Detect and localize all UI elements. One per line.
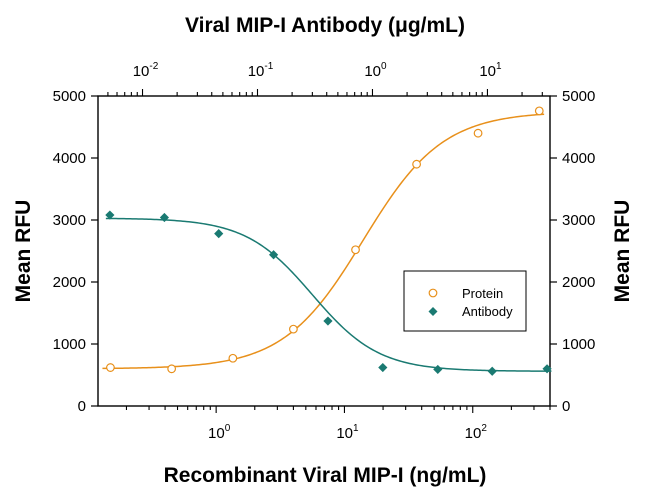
antibody-point xyxy=(323,316,333,326)
y-tick-label-right: 3000 xyxy=(562,212,595,229)
antibody-point xyxy=(378,362,388,373)
x-tick-label-top: 10-1 xyxy=(248,61,274,80)
y-tick-label-left: 2000 xyxy=(53,274,86,291)
antibody-point xyxy=(159,212,170,223)
protein-point xyxy=(351,245,360,255)
y-tick-label-left: 3000 xyxy=(53,212,86,229)
y-axis-title-left: Mean RFU xyxy=(12,200,35,303)
x-tick-label-top: 100 xyxy=(364,61,387,80)
protein-fit-curve xyxy=(102,113,545,370)
antibody-point xyxy=(105,210,115,220)
plot-frame xyxy=(97,95,551,407)
protein-point xyxy=(106,363,115,372)
fit-curves xyxy=(102,113,552,372)
antibody-point xyxy=(268,250,279,260)
legend: Protein Antibody xyxy=(403,270,527,332)
antibody-fit-curve xyxy=(105,217,552,372)
x-axis-title: Recombinant Viral MIP-I (ng/mL) xyxy=(164,464,487,487)
x-tick-label-bottom: 102 xyxy=(465,423,488,442)
protein-point xyxy=(167,364,177,374)
antibody-point xyxy=(214,229,224,239)
protein-point xyxy=(228,353,238,363)
x-tick-label-bottom: 100 xyxy=(208,423,231,442)
protein-point xyxy=(473,128,483,138)
legend-box xyxy=(403,270,527,332)
legend-antibody-marker xyxy=(428,307,438,316)
protein-point xyxy=(534,106,544,116)
y-tick-label-right: 1000 xyxy=(562,336,595,353)
top-axis-title: Viral MIP-I Antibody (μg/mL) xyxy=(185,14,465,37)
legend-antibody-label: Antibody xyxy=(462,304,513,319)
y-tick-label-right: 5000 xyxy=(562,88,595,105)
x-tick-label-top: 10-2 xyxy=(133,61,159,80)
antibody-point xyxy=(542,364,552,374)
protein-point xyxy=(412,159,421,169)
antibody-point xyxy=(487,366,497,376)
y-tick-label-left: 4000 xyxy=(53,150,86,167)
y-tick-label-left: 0 xyxy=(78,398,86,415)
legend-protein-label: Protein xyxy=(462,286,503,301)
protein-point xyxy=(288,324,298,334)
y-tick-label-right: 2000 xyxy=(562,274,595,291)
y-tick-label-right: 4000 xyxy=(562,150,595,167)
x-tick-label-top: 101 xyxy=(479,61,502,80)
antibody-point xyxy=(433,364,443,375)
data-markers xyxy=(105,106,552,376)
x-tick-label-bottom: 101 xyxy=(336,423,359,442)
y-tick-label-left: 5000 xyxy=(53,88,86,105)
y-axis-title-right: Mean RFU xyxy=(611,200,634,303)
legend-protein-marker xyxy=(428,288,438,298)
axes: 0 0 1000 1000 2000 2000 3000 3000 4000 4000 5000 50… xyxy=(53,61,596,442)
y-tick-label-left: 1000 xyxy=(53,336,86,353)
y-tick-label-right: 0 xyxy=(562,398,570,415)
